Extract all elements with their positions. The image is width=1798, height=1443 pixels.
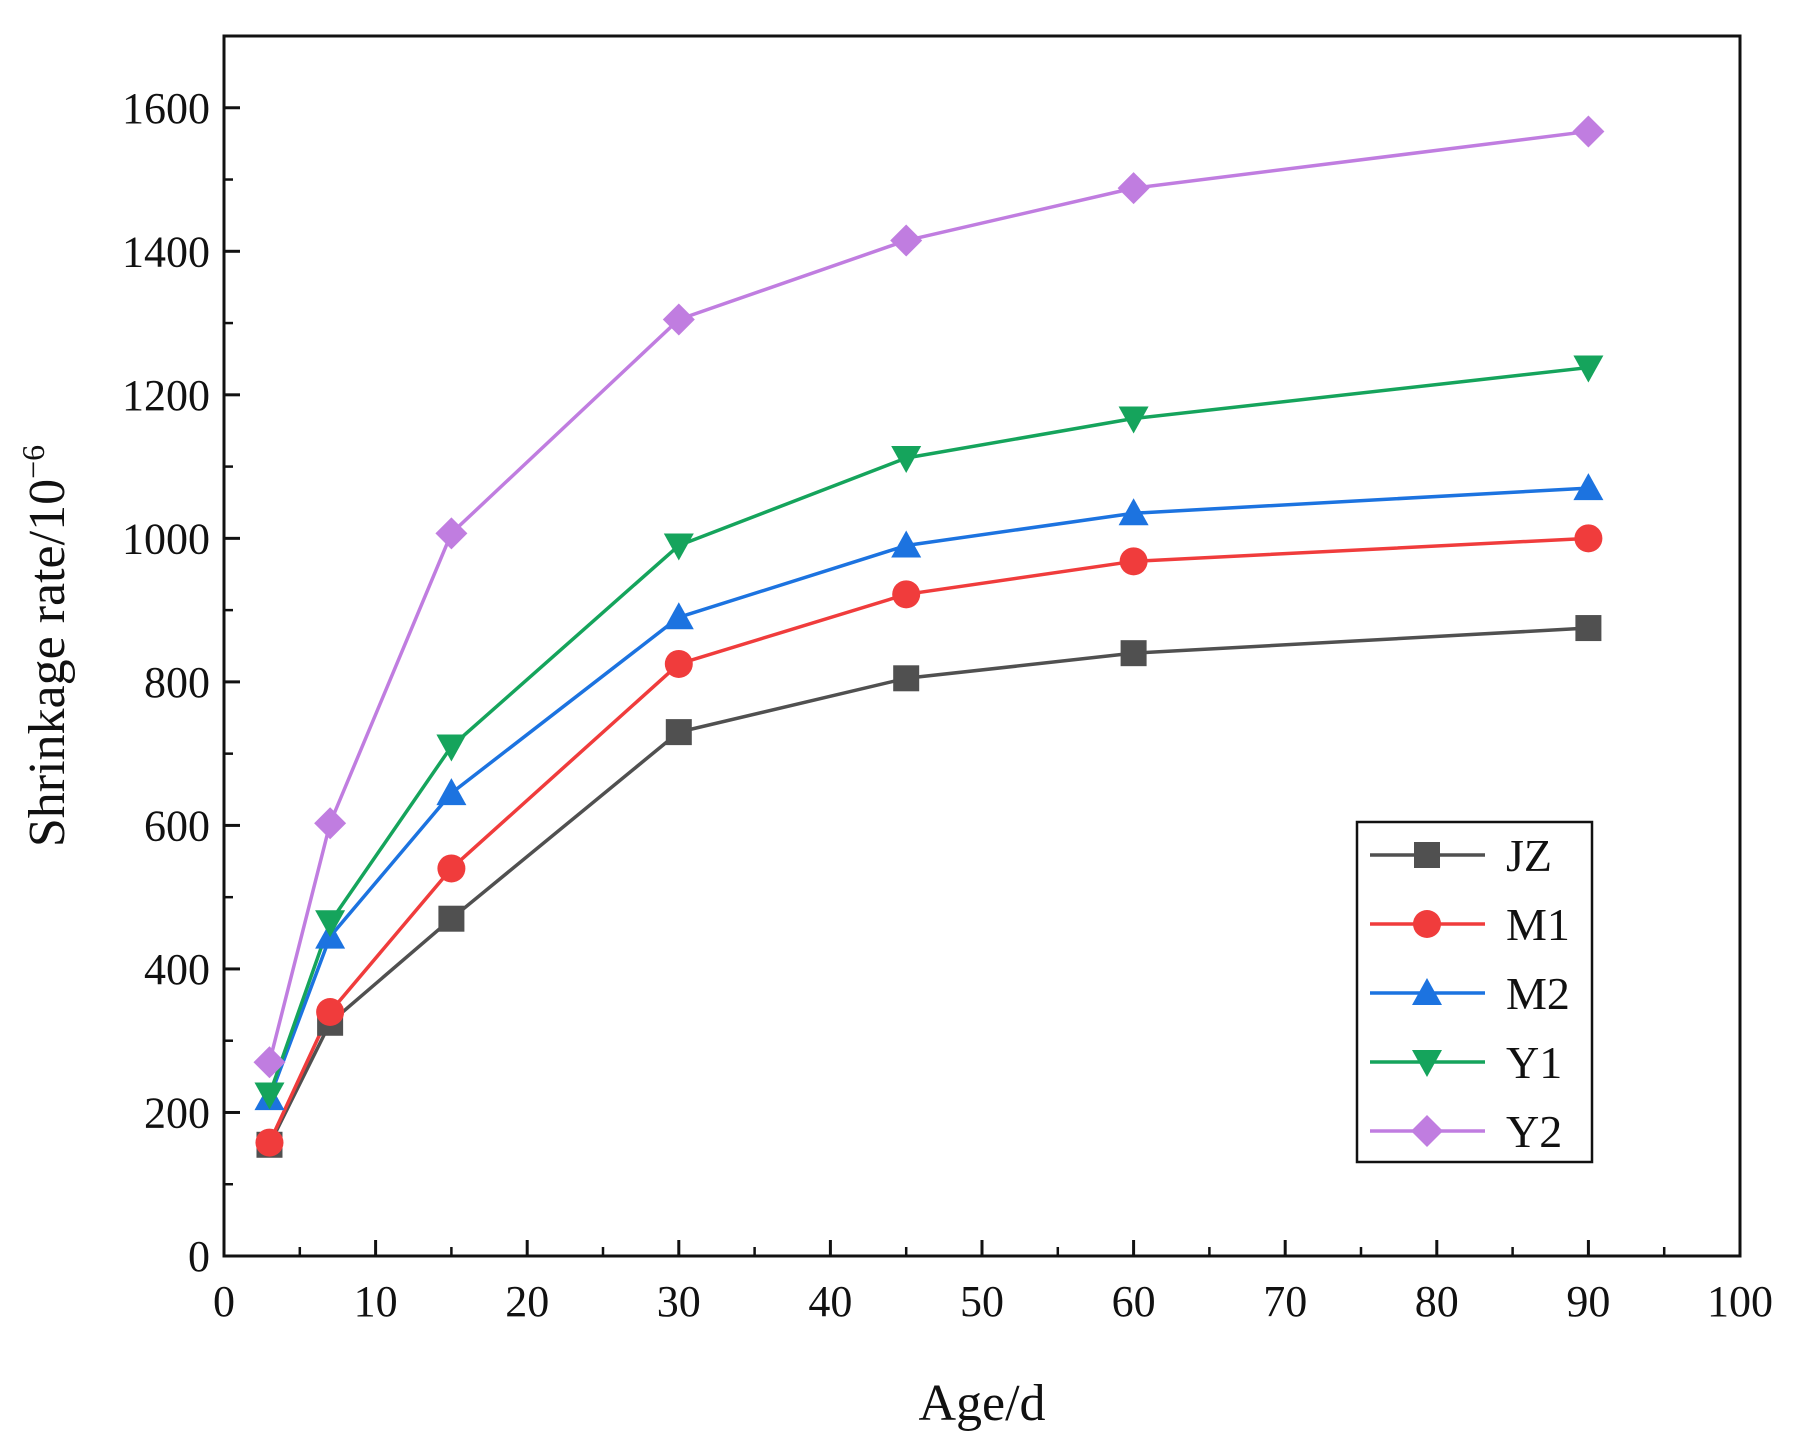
data-point-y1 — [1118, 406, 1149, 434]
legend-label-m1: M1 — [1506, 899, 1570, 950]
y-tick-label: 400 — [144, 945, 210, 994]
data-point-m2 — [663, 602, 694, 630]
x-tick-label: 40 — [808, 1277, 852, 1326]
legend: JZ M1 M2 Y1 Y2 — [1355, 820, 1594, 1164]
x-tick-label: 90 — [1566, 1277, 1610, 1326]
y-tick-label: 1200 — [122, 371, 210, 420]
data-point-m1 — [664, 649, 693, 678]
data-point-y2 — [253, 1046, 286, 1079]
x-axis-ticks: 0 10 20 30 40 50 60 70 80 90 100 — [213, 1240, 1773, 1326]
legend-marker-jz — [1414, 842, 1440, 868]
legend-marker-m1 — [1413, 910, 1441, 938]
legend-marker-y2 — [1411, 1115, 1443, 1147]
x-tick-label: 70 — [1263, 1277, 1307, 1326]
data-point-jz — [665, 719, 692, 746]
data-point-y2 — [890, 224, 923, 257]
data-point-m1 — [437, 854, 466, 883]
data-point-m1 — [1574, 524, 1603, 553]
y-tick-label: 600 — [144, 801, 210, 850]
y-axis-title-main: Shrinkage rate/10 — [19, 479, 76, 847]
x-tick-label: 100 — [1707, 1277, 1773, 1326]
x-tick-label: 30 — [657, 1277, 701, 1326]
data-point-m1 — [1119, 547, 1148, 576]
y-tick-label: 800 — [144, 658, 210, 707]
data-point-y1 — [1573, 355, 1604, 383]
legend-items: JZ M1 M2 Y1 Y2 — [1370, 830, 1570, 1157]
x-tick-label: 80 — [1415, 1277, 1459, 1326]
legend-label-y1: Y1 — [1506, 1037, 1562, 1088]
data-point-jz — [1575, 615, 1602, 642]
y-axis-title: Shrinkage rate/10−6 — [15, 445, 76, 847]
data-point-y1 — [315, 910, 346, 938]
data-point-y1 — [436, 734, 467, 762]
series-markers — [253, 115, 1605, 1158]
data-point-y2 — [662, 303, 695, 336]
y-axis-title-exponent: −6 — [15, 445, 51, 479]
x-tick-label: 0 — [213, 1277, 235, 1326]
y-tick-label: 1400 — [122, 227, 210, 276]
legend-marker-y1 — [1412, 1050, 1442, 1077]
data-point-y2 — [314, 807, 347, 840]
data-point-m2 — [1118, 498, 1149, 526]
data-point-jz — [438, 905, 465, 932]
data-point-y1 — [663, 533, 694, 561]
legend-label-y2: Y2 — [1506, 1106, 1562, 1157]
data-point-m2 — [1573, 473, 1604, 501]
y-tick-label: 1600 — [122, 84, 210, 133]
data-point-jz — [893, 665, 920, 692]
data-point-y2 — [1572, 115, 1605, 148]
y-tick-label: 200 — [144, 1088, 210, 1137]
x-axis-title: Age/d — [918, 1375, 1045, 1432]
legend-label-jz: JZ — [1506, 830, 1552, 881]
x-tick-label: 60 — [1112, 1277, 1156, 1326]
legend-marker-m2 — [1412, 978, 1442, 1005]
x-tick-label: 50 — [960, 1277, 1004, 1326]
data-point-m1 — [892, 580, 921, 609]
y-axis-ticks: 0 200 400 600 800 1000 1200 1400 1600 — [122, 84, 240, 1281]
legend-label-m2: M2 — [1506, 968, 1570, 1019]
y-tick-label: 0 — [188, 1232, 210, 1281]
y-tick-label: 1000 — [122, 514, 210, 563]
data-point-y1 — [891, 445, 922, 473]
data-point-m1 — [316, 998, 345, 1026]
data-point-m2 — [891, 530, 922, 558]
data-point-y2 — [1117, 172, 1150, 205]
data-point-y2 — [435, 517, 468, 550]
x-tick-label: 20 — [505, 1277, 549, 1326]
data-point-m2 — [436, 778, 467, 806]
x-tick-label: 10 — [354, 1277, 398, 1326]
data-point-y1 — [254, 1082, 285, 1110]
data-point-jz — [1120, 640, 1147, 667]
data-point-m1 — [255, 1128, 284, 1157]
